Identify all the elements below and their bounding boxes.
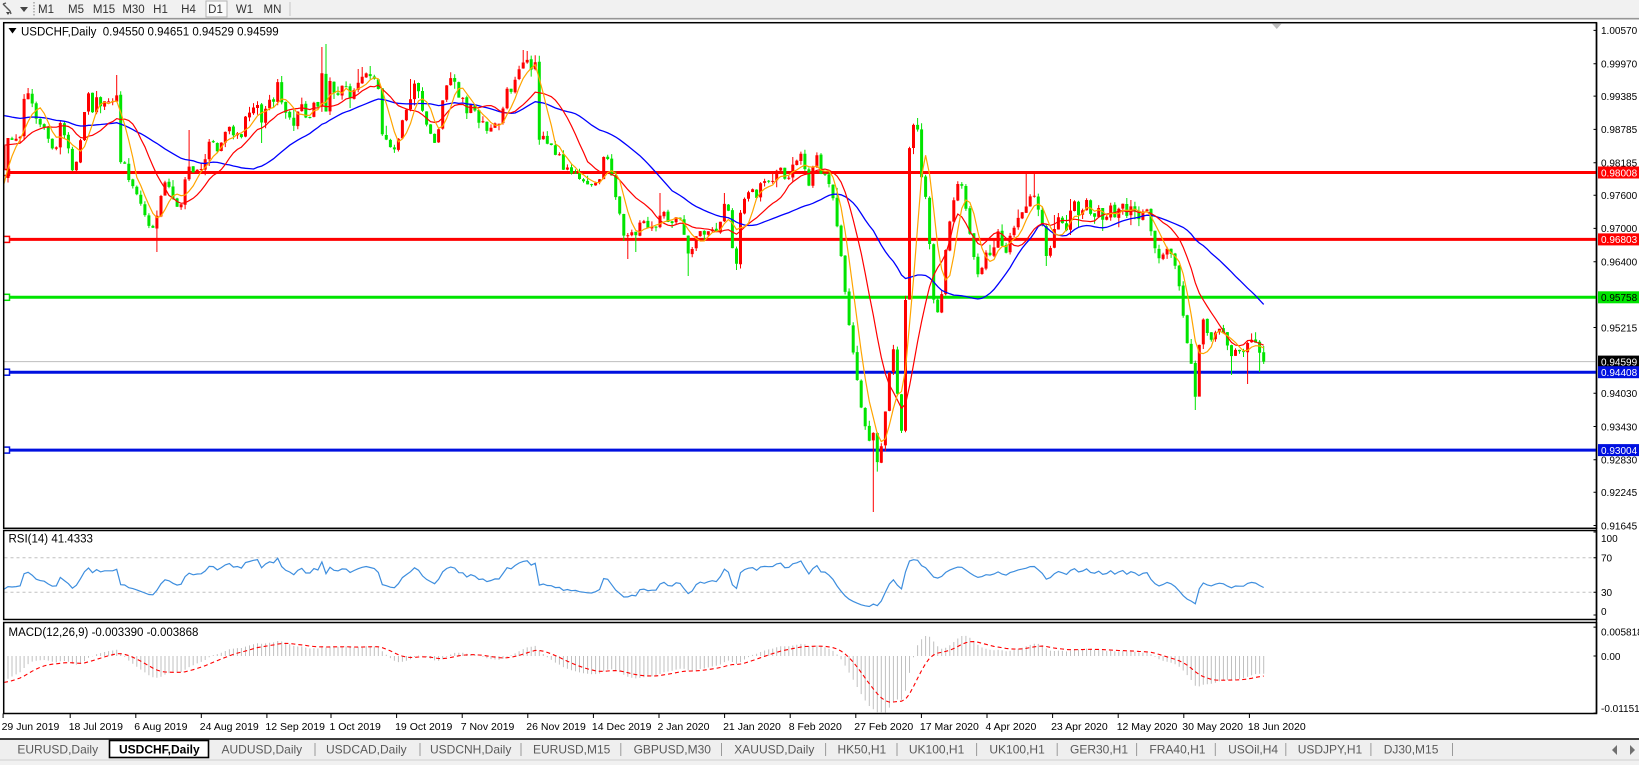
svg-text:USDCHF,Daily 0.94550 0.94651: USDCHF,Daily 0.94550 0.94651 0.94529 0.9… [21, 27, 279, 39]
svg-text:0.98785: 0.98785 [1601, 125, 1638, 136]
svg-text:0.005818: 0.005818 [1601, 628, 1639, 639]
svg-text:0.98185: 0.98185 [1601, 159, 1638, 170]
svg-text:0.99970: 0.99970 [1601, 60, 1638, 71]
svg-text:14 Dec 2019: 14 Dec 2019 [592, 721, 652, 733]
svg-text:0.94599: 0.94599 [1601, 357, 1638, 368]
svg-text:12 May 2020: 12 May 2020 [1117, 721, 1178, 733]
svg-text:0.95758: 0.95758 [1601, 293, 1638, 304]
svg-text:1.00570: 1.00570 [1601, 26, 1638, 37]
svg-text:MN: MN [264, 4, 282, 16]
svg-text:RSI(14) 41.4333: RSI(14) 41.4333 [9, 534, 93, 546]
svg-text:GBPUSD,M30: GBPUSD,M30 [634, 743, 712, 757]
svg-text:0.98008: 0.98008 [1601, 168, 1638, 179]
svg-text:M30: M30 [122, 4, 144, 16]
svg-text:17 Mar 2020: 17 Mar 2020 [920, 721, 979, 733]
svg-text:XAUUSD,Daily: XAUUSD,Daily [734, 743, 814, 757]
svg-text:0.00: 0.00 [1601, 652, 1621, 663]
svg-text:UK100,H1: UK100,H1 [909, 743, 965, 757]
svg-text:HK50,H1: HK50,H1 [838, 743, 887, 757]
svg-text:0: 0 [1601, 607, 1607, 618]
svg-text:EURUSD,Daily: EURUSD,Daily [17, 743, 98, 757]
svg-text:18 Jul 2019: 18 Jul 2019 [69, 721, 123, 733]
svg-text:0.95215: 0.95215 [1601, 323, 1638, 334]
svg-text:0.91645: 0.91645 [1601, 521, 1638, 532]
svg-text:0.96400: 0.96400 [1601, 258, 1638, 269]
svg-text:USDCAD,Daily: USDCAD,Daily [326, 743, 407, 757]
svg-text:0.94030: 0.94030 [1601, 389, 1638, 400]
svg-text:19 Oct 2019: 19 Oct 2019 [395, 721, 452, 733]
svg-text:0.97600: 0.97600 [1601, 191, 1638, 202]
svg-text:4 Apr 2020: 4 Apr 2020 [986, 721, 1037, 733]
svg-text:MACD(12,26,9) -0.003390 -0.003: MACD(12,26,9) -0.003390 -0.003868 [9, 627, 199, 639]
svg-text:D1: D1 [208, 4, 223, 16]
svg-text:0.99385: 0.99385 [1601, 92, 1638, 103]
svg-text:24 Aug 2019: 24 Aug 2019 [200, 721, 259, 733]
svg-text:USDJPY,H1: USDJPY,H1 [1298, 743, 1363, 757]
svg-text:H1: H1 [153, 4, 168, 16]
svg-text:6 Aug 2019: 6 Aug 2019 [134, 721, 187, 733]
svg-text:FRA40,H1: FRA40,H1 [1149, 743, 1205, 757]
svg-text:0.92245: 0.92245 [1601, 488, 1638, 499]
svg-text:8 Feb 2020: 8 Feb 2020 [789, 721, 842, 733]
svg-text:70: 70 [1601, 554, 1613, 565]
svg-text:12 Sep 2019: 12 Sep 2019 [265, 721, 325, 733]
svg-text:UK100,H1: UK100,H1 [989, 743, 1045, 757]
svg-text:GER30,H1: GER30,H1 [1070, 743, 1128, 757]
svg-text:30 May 2020: 30 May 2020 [1182, 721, 1243, 733]
svg-text:18 Jun 2020: 18 Jun 2020 [1248, 721, 1306, 733]
svg-text:0.93430: 0.93430 [1601, 422, 1638, 433]
svg-text:M15: M15 [93, 4, 115, 16]
svg-text:DJ30,M15: DJ30,M15 [1384, 743, 1439, 757]
svg-text:21 Jan 2020: 21 Jan 2020 [723, 721, 781, 733]
svg-text:USOil,H4: USOil,H4 [1228, 743, 1278, 757]
svg-text:0.96803: 0.96803 [1601, 235, 1638, 246]
svg-text:0.94408: 0.94408 [1601, 368, 1638, 379]
svg-text:H4: H4 [181, 4, 196, 16]
svg-text:-0.011514: -0.011514 [1601, 704, 1639, 715]
svg-text:100: 100 [1601, 534, 1618, 545]
svg-text:30: 30 [1601, 588, 1613, 599]
svg-text:2 Jan 2020: 2 Jan 2020 [658, 721, 710, 733]
svg-text:1 Oct 2019: 1 Oct 2019 [330, 721, 382, 733]
svg-text:29 Jun 2019: 29 Jun 2019 [2, 721, 60, 733]
svg-text:USDCNH,Daily: USDCNH,Daily [430, 743, 511, 757]
svg-text:AUDUSD,Daily: AUDUSD,Daily [222, 743, 303, 757]
svg-text:7 Nov 2019: 7 Nov 2019 [461, 721, 515, 733]
svg-text:23 Apr 2020: 23 Apr 2020 [1051, 721, 1108, 733]
svg-text:M5: M5 [68, 4, 84, 16]
svg-text:EURUSD,M15: EURUSD,M15 [533, 743, 611, 757]
svg-text:0.93004: 0.93004 [1601, 446, 1638, 457]
svg-text:26 Nov 2019: 26 Nov 2019 [526, 721, 586, 733]
svg-text:0.97000: 0.97000 [1601, 224, 1638, 235]
svg-text:0.92830: 0.92830 [1601, 456, 1638, 467]
svg-text:M1: M1 [38, 4, 54, 16]
svg-text:USDCHF,Daily: USDCHF,Daily [119, 743, 200, 757]
svg-text:W1: W1 [236, 4, 253, 16]
svg-text:27 Feb 2020: 27 Feb 2020 [854, 721, 913, 733]
